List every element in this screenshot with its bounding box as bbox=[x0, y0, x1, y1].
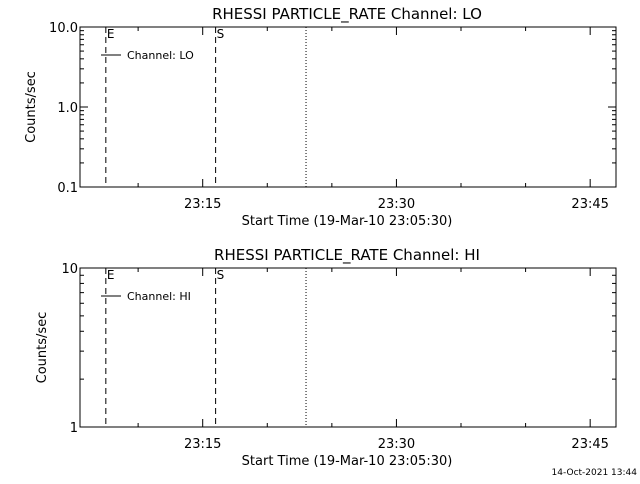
x-tick-label: 23:30 bbox=[378, 437, 415, 452]
y-tick-label: 0.1 bbox=[57, 181, 78, 196]
chart-panel-2: RHESSI PARTICLE_RATE Channel: HI Start Ti… bbox=[35, 246, 617, 469]
footer-timestamp: 14-Oct-2021 13:44 bbox=[552, 468, 638, 478]
y-tick-label: 1.0 bbox=[57, 101, 78, 116]
chart-title: RHESSI PARTICLE_RATE Channel: LO bbox=[212, 5, 482, 24]
event-marker-label: S bbox=[217, 268, 225, 282]
y-axis-label: Counts/sec bbox=[24, 71, 39, 143]
plot-frame bbox=[79, 267, 617, 428]
legend-entry: Channel: HI bbox=[127, 290, 191, 303]
x-tick-label: 23:15 bbox=[184, 437, 221, 452]
x-tick-label: 23:45 bbox=[571, 197, 608, 212]
chart-title: RHESSI PARTICLE_RATE Channel: HI bbox=[214, 246, 480, 265]
x-tick-label: 23:45 bbox=[571, 437, 608, 452]
y-tick-label: 1 bbox=[70, 421, 78, 436]
legend-entry: Channel: LO bbox=[127, 49, 194, 62]
event-marker-label: E bbox=[107, 268, 115, 282]
x-axis-label: Start Time (19-Mar-10 23:05:30) bbox=[242, 214, 453, 229]
event-marker-label: E bbox=[107, 27, 115, 41]
event-marker-label: S bbox=[217, 27, 225, 41]
x-tick-label: 23:30 bbox=[378, 197, 415, 212]
y-axis-label: Counts/sec bbox=[35, 312, 50, 384]
x-axis-label: Start Time (19-Mar-10 23:05:30) bbox=[242, 454, 453, 469]
chart-panel-1: RHESSI PARTICLE_RATE Channel: LO Start Ti… bbox=[24, 5, 617, 229]
x-tick-label: 23:15 bbox=[184, 197, 221, 212]
y-tick-label: 10.0 bbox=[49, 21, 78, 36]
y-tick-label: 10 bbox=[61, 262, 78, 277]
